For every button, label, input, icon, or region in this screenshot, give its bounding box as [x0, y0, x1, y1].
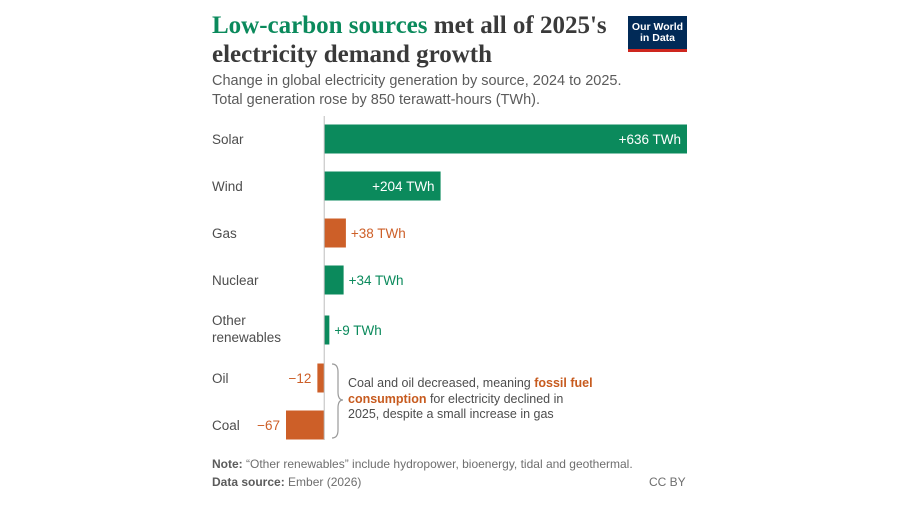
bar-solar	[324, 124, 687, 154]
annotation-text-1: Coal and oil decreased, meaning	[348, 376, 535, 390]
value-label-nuclear: +34 TWh	[349, 273, 404, 288]
value-label-coal: −67	[257, 418, 280, 433]
bar-oil	[317, 363, 325, 393]
category-label-coal: Coal	[212, 418, 240, 433]
category-label-wind: Wind	[212, 179, 243, 194]
value-label-solar: +636 TWh	[619, 132, 681, 147]
title-rest: met all of 2025's electricity demand gro…	[212, 12, 607, 68]
license[interactable]: CC BY	[649, 475, 686, 489]
chart-title: Low-carbon sources met all of 2025's ele…	[212, 11, 632, 69]
annotation-highlight: fossil fuel consumption	[348, 376, 593, 406]
bar-other-renewables	[324, 315, 330, 345]
logo-line-2: in Data	[639, 31, 675, 44]
value-label-oil: −12	[288, 371, 311, 386]
note-text: “Other renewables” include hydropower, b…	[242, 457, 633, 471]
subtitle-line-2: Total generation rose by 850 terawatt-ho…	[212, 92, 541, 108]
logo-line-1: Our World	[631, 20, 684, 33]
title-highlight: Low-carbon sources	[212, 12, 428, 39]
bar-coal	[286, 410, 325, 440]
category-label-oil: Oil	[212, 371, 229, 386]
subtitle-line-1: Change in global electricity generation …	[212, 73, 622, 89]
note-label: Note:	[212, 457, 243, 471]
category-label-gas: Gas	[212, 226, 237, 241]
source-label: Data source:	[212, 475, 285, 489]
bar-nuclear	[324, 265, 344, 295]
chart-annotation: Coal and oil decreased, meaning fossil f…	[348, 376, 598, 423]
source-text[interactable]: Ember (2026)	[284, 475, 362, 489]
value-label-other-renewables: +9 TWh	[334, 323, 381, 338]
category-label-solar: Solar	[212, 132, 244, 147]
bar-wind	[324, 171, 441, 201]
data-source: Data source: Ember (2026)	[212, 475, 361, 489]
category-label-nuclear: Nuclear	[212, 273, 259, 288]
bar-gas	[324, 218, 346, 248]
owid-logo[interactable]: Our World in Data	[628, 16, 687, 52]
value-label-wind: +204 TWh	[372, 179, 434, 194]
chart-note: Note: “Other renewables” include hydropo…	[212, 457, 692, 471]
annotation-text-2: for electricity declined in 2025, despit…	[348, 391, 564, 422]
annotation-bracket	[331, 363, 344, 439]
category-label-other-renewables: Other renewables	[212, 313, 281, 345]
chart-subtitle: Change in global electricity generation …	[212, 72, 682, 110]
value-label-gas: +38 TWh	[351, 226, 406, 241]
